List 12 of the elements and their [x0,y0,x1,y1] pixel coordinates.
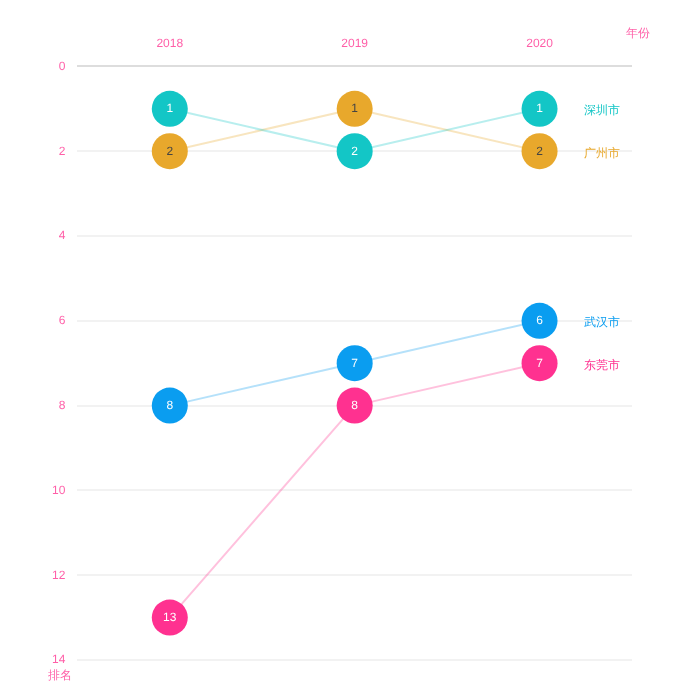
point [151,387,188,424]
point [336,387,373,424]
point [521,90,558,127]
point [336,345,373,382]
point [151,599,188,636]
point [336,90,373,127]
point [336,133,373,170]
point [151,90,188,127]
point [521,133,558,170]
point [151,133,188,170]
point [521,345,558,382]
point [521,302,558,339]
